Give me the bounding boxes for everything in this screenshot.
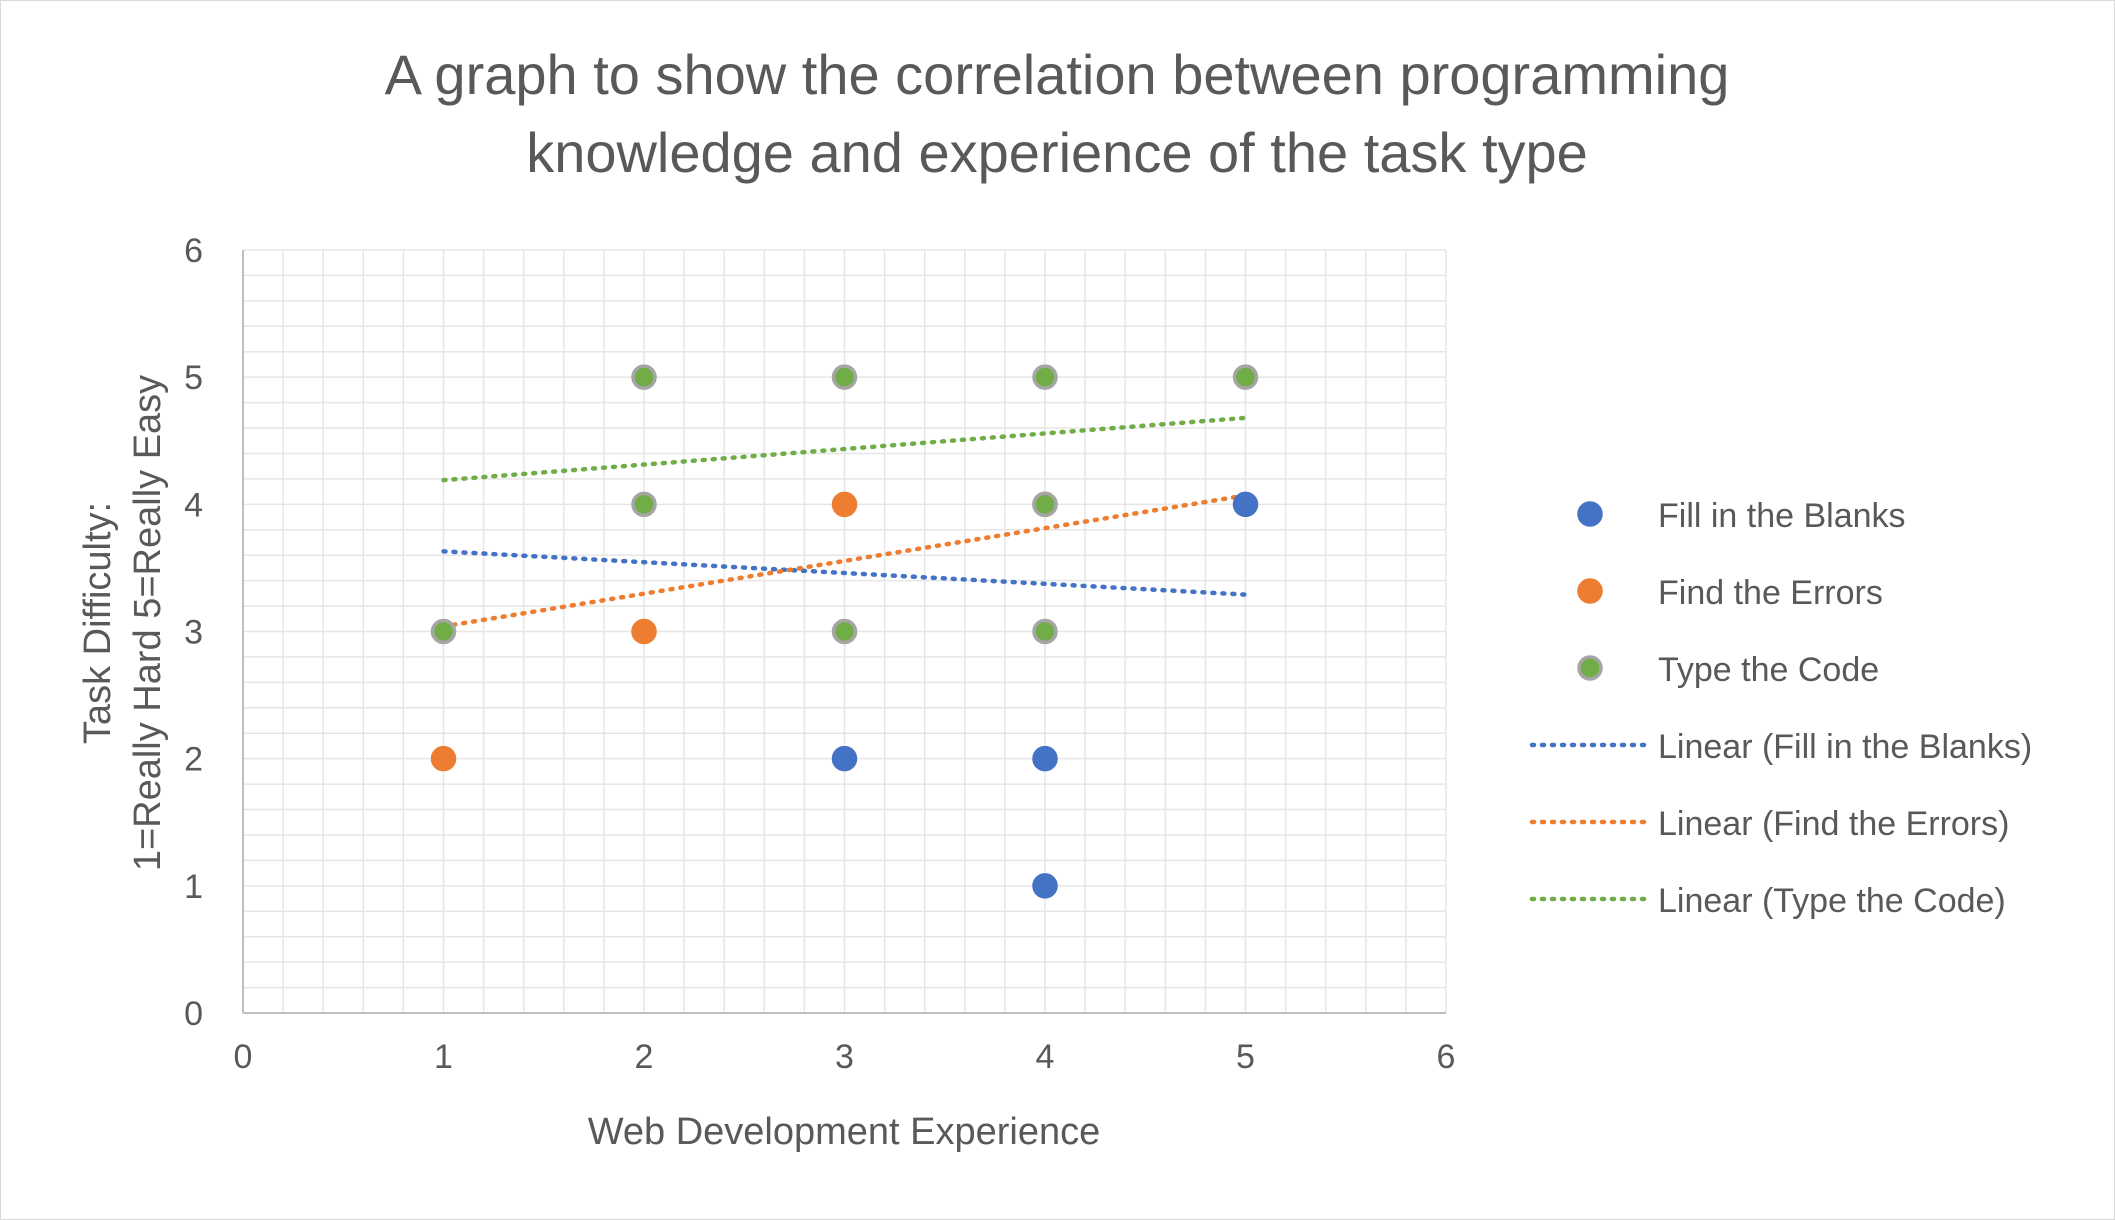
chart-title-line-1: A graph to show the correlation between … — [385, 43, 1730, 106]
y-axis-title: Task Difficulty: 1=Really Hard 5=Really … — [77, 375, 169, 871]
data-point — [631, 618, 657, 645]
data-point — [1032, 491, 1058, 518]
data-point — [831, 491, 858, 518]
y-tick-label: 3 — [184, 614, 203, 652]
x-axis-title: Web Development Experience — [588, 1111, 1101, 1153]
legend-label: Linear (Find the Errors) — [1658, 805, 2009, 843]
data-point — [1032, 745, 1058, 772]
x-tick-label: 2 — [635, 1038, 654, 1076]
y-axis-title-line-1: Task Difficulty: — [77, 502, 119, 744]
y-tick-label: 6 — [184, 232, 203, 270]
point-layer — [430, 364, 1259, 899]
legend-label: Fill in the Blanks — [1658, 497, 1906, 535]
legend-marker — [1577, 578, 1603, 604]
data-point — [1232, 364, 1259, 390]
legend-label: Linear (Fill in the Blanks) — [1658, 728, 2032, 766]
data-point — [1032, 364, 1058, 390]
axis-ticks: 0 1 2 3 4 5 6 0 1 2 3 4 5 6 — [184, 232, 1455, 1076]
data-point — [831, 618, 858, 645]
legend: Fill in the Blanks Find the Errors Type th… — [1529, 497, 2032, 920]
data-point — [1032, 618, 1058, 645]
x-tick-label: 1 — [434, 1038, 453, 1076]
x-tick-label: 0 — [234, 1038, 253, 1076]
y-tick-label: 1 — [184, 868, 203, 906]
x-tick-label: 3 — [835, 1038, 854, 1076]
legend-label: Find the Errors — [1658, 574, 1883, 612]
trendline — [441, 415, 1248, 483]
trendline-layer — [441, 415, 1248, 629]
data-point — [831, 364, 858, 390]
y-tick-label: 4 — [184, 486, 203, 524]
y-tick-label: 5 — [184, 359, 203, 397]
data-point — [430, 618, 457, 645]
data-point — [631, 491, 657, 518]
y-tick-label: 0 — [184, 995, 203, 1033]
data-point — [430, 745, 457, 772]
x-tick-label: 6 — [1437, 1038, 1456, 1076]
x-tick-label: 4 — [1036, 1038, 1055, 1076]
legend-label: Linear (Type the Code) — [1658, 882, 2006, 920]
y-tick-label: 2 — [184, 741, 203, 779]
trendline — [441, 549, 1248, 597]
legend-marker — [1577, 655, 1603, 681]
legend-label: Type the Code — [1658, 651, 1879, 689]
y-axis-title-line-2: 1=Really Hard 5=Really Easy — [127, 375, 169, 871]
chart-title-line-2: knowledge and experience of the task typ… — [526, 121, 1588, 184]
x-tick-label: 5 — [1236, 1038, 1255, 1076]
data-point — [631, 364, 657, 390]
data-point — [1232, 491, 1259, 518]
data-point — [1032, 873, 1058, 899]
data-point — [831, 745, 858, 772]
legend-marker — [1577, 501, 1603, 527]
